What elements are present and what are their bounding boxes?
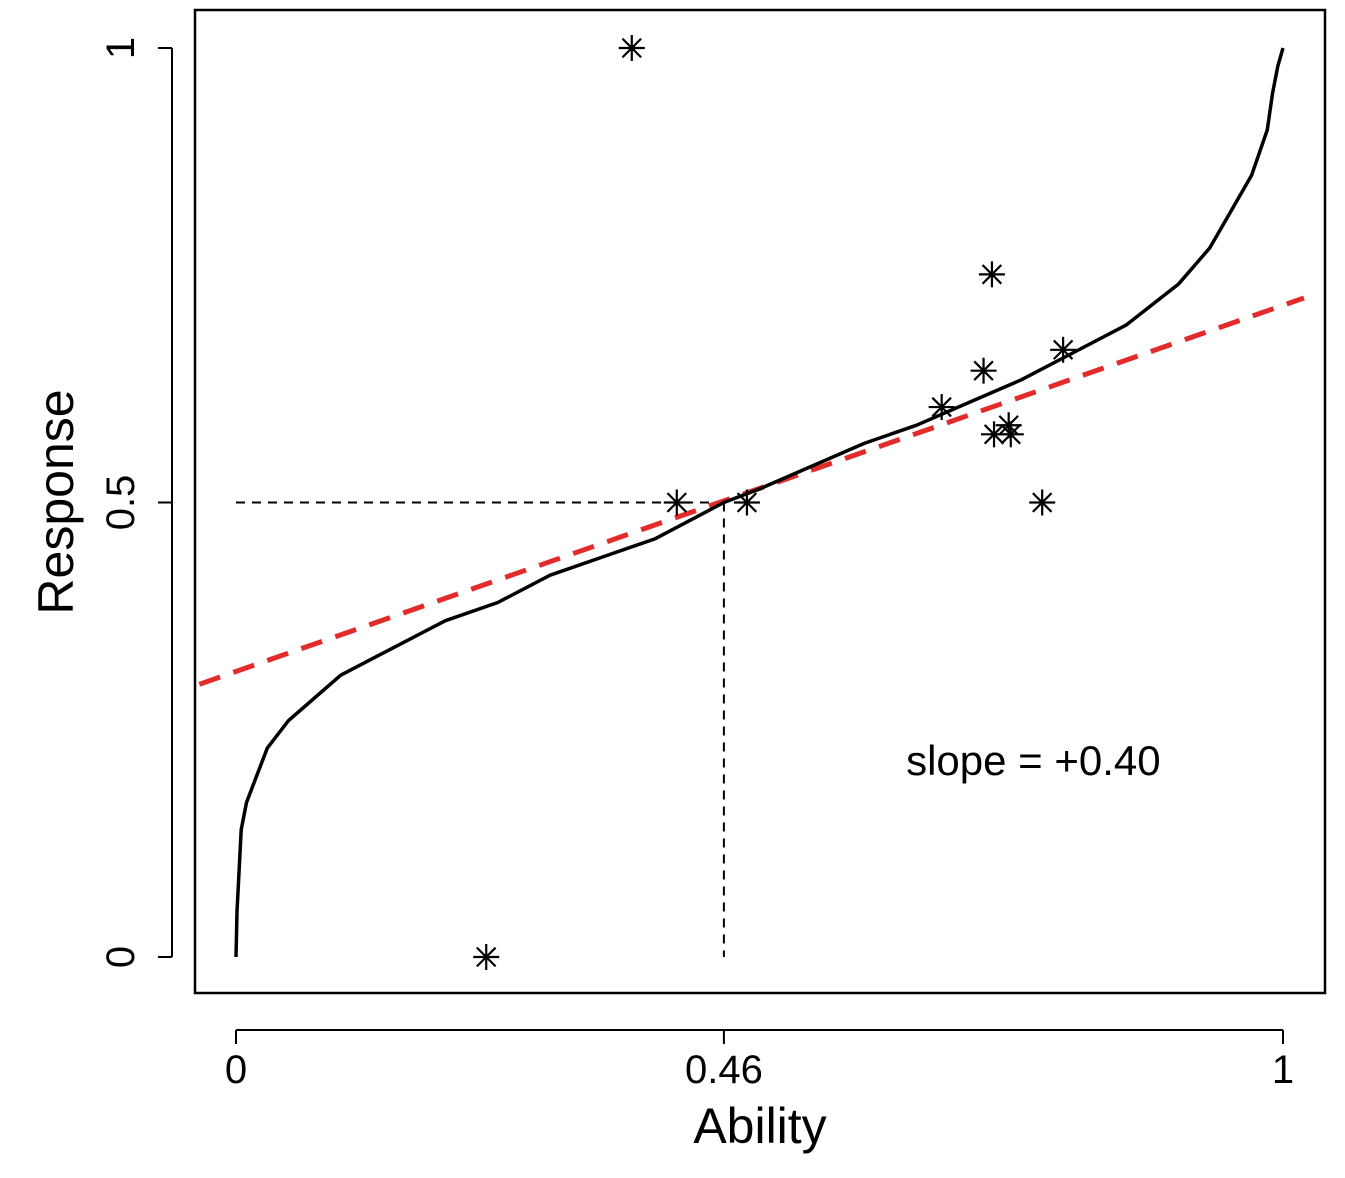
data-point [1029,489,1056,516]
data-point [618,35,645,61]
slope-annotation: slope = +0.40 [906,737,1161,784]
data-point [970,357,997,384]
plot-area [198,35,1305,970]
data-point [978,261,1005,288]
data-point [473,944,500,970]
x-ticks: 0 0.46 1 [225,1030,1294,1092]
y-tick-label: 0 [99,946,143,968]
data-point [997,421,1024,448]
x-axis-title: Ability [693,1098,826,1154]
x-tick-label: 0 [225,1048,247,1092]
data-point-stroke [476,946,497,968]
data-points [473,35,1077,970]
data-point-stroke [1032,492,1053,513]
reference-lines [236,501,725,957]
data-point-stroke [621,37,642,59]
data-point-stroke [973,360,994,381]
y-ticks: 00.51 [99,37,172,968]
y-tick-label: 0.5 [99,475,143,531]
data-point [663,489,690,516]
x-tick-label: 1 [1272,1048,1294,1092]
data-point-stroke [983,424,1005,445]
data-point-stroke [1000,424,1021,445]
data-point-stroke [981,264,1003,285]
data-point-stroke [998,415,1019,436]
y-tick-label: 1 [99,37,143,59]
x-axis: 0 0.46 1 Ability [225,1029,1294,1154]
x-tick-label: 0.46 [685,1048,763,1092]
y-axis: 00.51 Response [28,37,173,968]
data-point-stroke [666,492,687,513]
data-point [1050,336,1077,363]
plot-frame [193,8,1327,995]
data-point [733,489,760,516]
data-point [928,394,955,421]
data-point-stroke [736,492,758,513]
data-point-stroke [1052,339,1074,360]
y-axis-title: Response [28,389,84,614]
fitted-curve [234,47,1285,958]
data-point-stroke [931,396,952,418]
data-point [981,421,1008,448]
